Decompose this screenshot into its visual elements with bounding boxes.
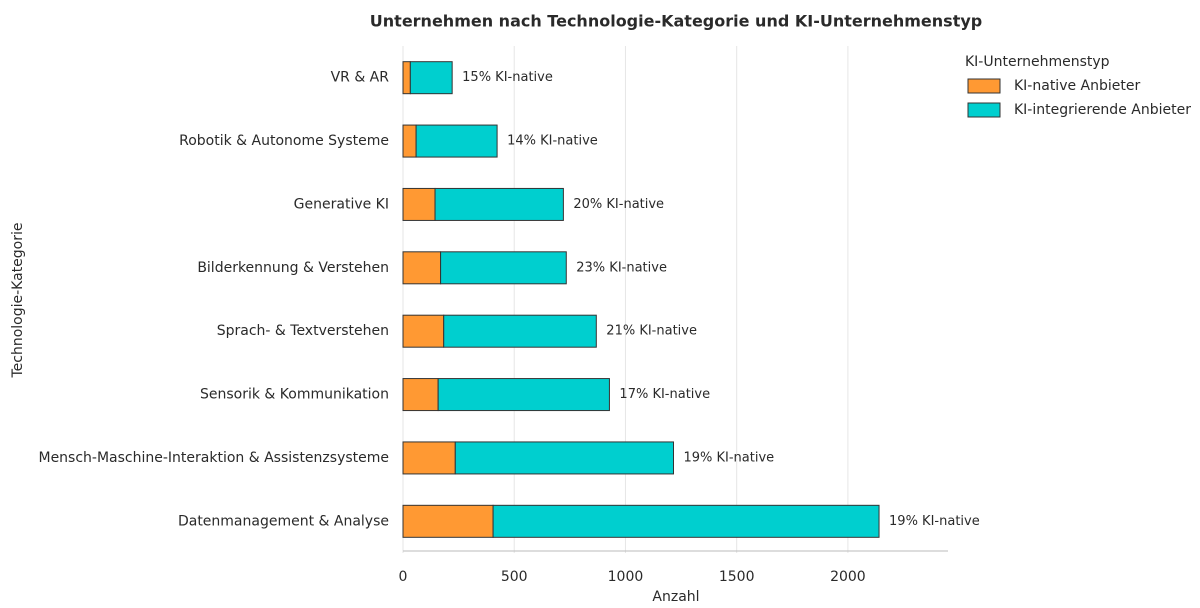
y-tick-label: Robotik & Autonome Systeme <box>179 133 389 149</box>
bar-annotation: 19% KI-native <box>683 450 774 465</box>
y-tick-label: Sensorik & Kommunikation <box>200 387 389 403</box>
x-tick-label: 1500 <box>719 569 755 585</box>
bar-segment <box>402 124 417 158</box>
legend-label: KI-integrierende Anbieter <box>1014 102 1191 118</box>
bar-annotation: 20% KI-native <box>573 197 664 212</box>
bar-segment <box>440 251 567 285</box>
bar-segment <box>415 124 498 158</box>
bar-segment <box>454 441 674 475</box>
bar-annotation: 19% KI-native <box>889 514 980 529</box>
legend-label: KI-native Anbieter <box>1014 78 1140 94</box>
bar-segment <box>402 504 494 538</box>
bar-annotation: 15% KI-native <box>462 70 553 85</box>
y-tick-label: Datenmanagement & Analyse <box>178 513 389 529</box>
legend-swatch <box>967 102 1001 118</box>
x-tick-label: 1000 <box>608 569 644 585</box>
bar-segment <box>492 504 880 538</box>
y-tick-label: Generative KI <box>294 196 389 212</box>
x-axis-title: Anzahl <box>652 589 699 604</box>
bar-segment <box>437 378 610 412</box>
x-tick-label: 0 <box>399 569 408 585</box>
bar-segment <box>402 441 456 475</box>
bar-segment <box>443 314 597 348</box>
y-tick-label: Bilderkennung & Verstehen <box>197 260 389 276</box>
bar-annotation: 14% KI-native <box>507 134 598 149</box>
bar-annotation: 17% KI-native <box>619 387 710 402</box>
y-tick-label: Sprach- & Textverstehen <box>217 323 389 339</box>
y-tick-label: Mensch-Maschine-Interaktion & Assistenzs… <box>38 450 389 466</box>
bar-segment <box>402 378 439 412</box>
y-axis-title: Technologie-Kategorie <box>10 222 26 378</box>
x-tick-label: 2000 <box>830 569 866 585</box>
y-tick-label: VR & AR <box>331 70 390 86</box>
bar-segment <box>402 61 411 95</box>
legend-swatch <box>967 78 1001 94</box>
x-tick-label: 500 <box>501 569 528 585</box>
bar-segment <box>402 187 436 221</box>
bar-segment <box>409 61 453 95</box>
bar-segment <box>434 187 564 221</box>
bar-segment <box>402 314 445 348</box>
chart-title: Unternehmen nach Technologie-Kategorie u… <box>370 12 982 31</box>
legend-title: KI-Unternehmenstyp <box>965 54 1110 70</box>
bar-annotation: 21% KI-native <box>606 324 697 339</box>
bar-segment <box>402 251 442 285</box>
bar-annotation: 23% KI-native <box>576 260 667 275</box>
